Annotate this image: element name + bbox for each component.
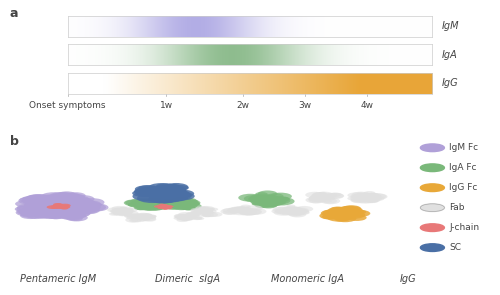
- Circle shape: [420, 164, 444, 172]
- Text: Onset symptoms: Onset symptoms: [30, 101, 106, 111]
- Text: Dimeric  sIgA: Dimeric sIgA: [155, 274, 220, 284]
- Text: Pentameric IgM: Pentameric IgM: [20, 274, 96, 284]
- Text: 4w: 4w: [360, 101, 373, 111]
- Text: IgA: IgA: [442, 50, 458, 60]
- Text: 3w: 3w: [298, 101, 312, 111]
- Circle shape: [420, 244, 444, 251]
- Text: J-chain: J-chain: [449, 223, 480, 232]
- Text: SC: SC: [449, 243, 461, 252]
- Circle shape: [420, 204, 444, 212]
- Text: Fab: Fab: [449, 203, 464, 212]
- Text: 1w: 1w: [160, 101, 172, 111]
- Text: IgG: IgG: [442, 78, 458, 88]
- Text: b: b: [10, 135, 19, 148]
- Circle shape: [420, 144, 444, 152]
- Text: a: a: [10, 7, 18, 20]
- Text: IgG: IgG: [400, 274, 416, 284]
- Text: Monomeric IgA: Monomeric IgA: [271, 274, 344, 284]
- Circle shape: [420, 184, 444, 191]
- Text: IgM: IgM: [442, 21, 460, 31]
- Text: IgG Fc: IgG Fc: [449, 183, 478, 192]
- Text: 2w: 2w: [236, 101, 249, 111]
- Circle shape: [420, 224, 444, 232]
- Text: IgA Fc: IgA Fc: [449, 163, 476, 172]
- Text: IgM Fc: IgM Fc: [449, 143, 478, 152]
